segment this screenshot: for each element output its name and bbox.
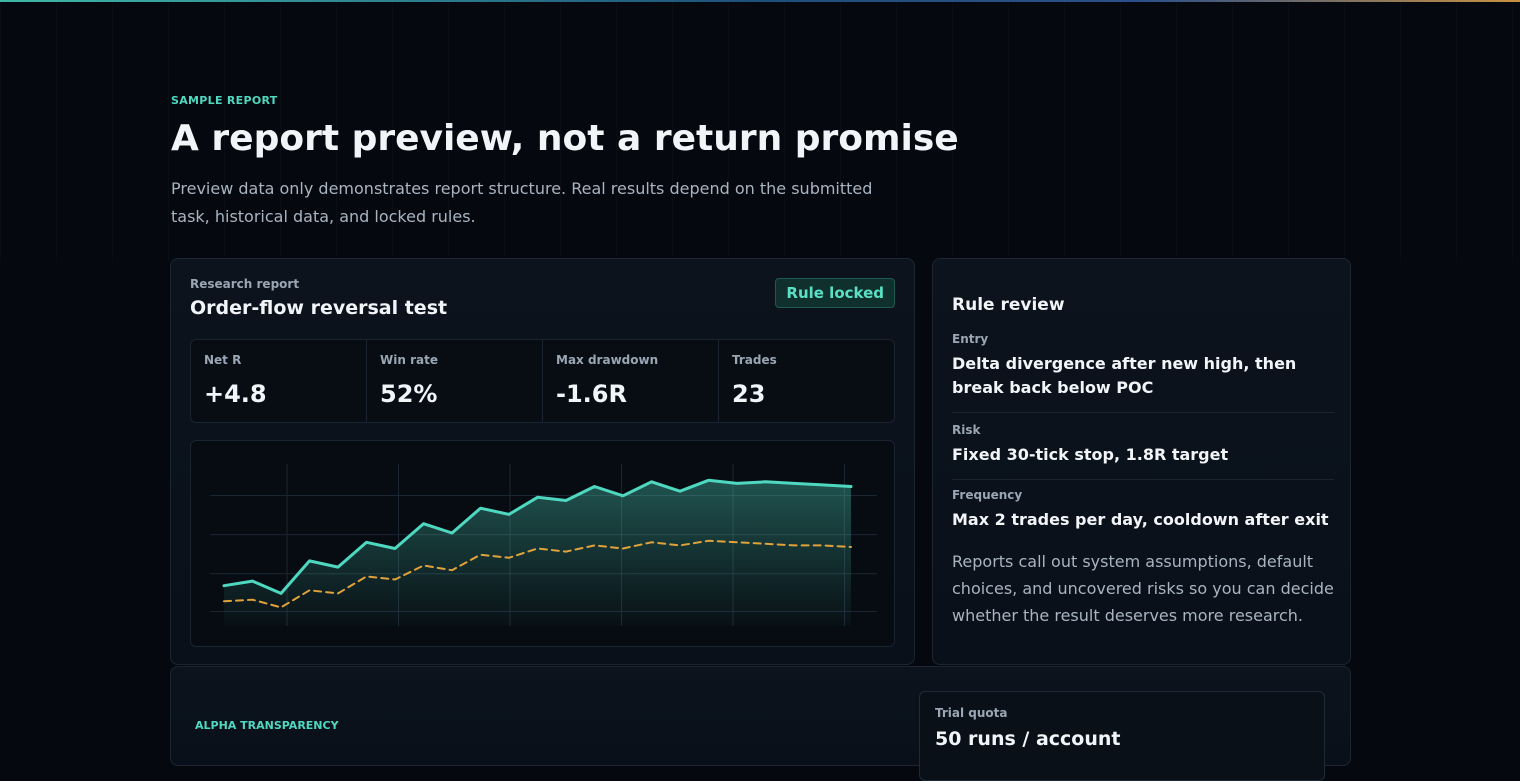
metric-max-drawdown: Max drawdown -1.6R: [543, 340, 719, 422]
rule-review-title: Rule review: [952, 295, 1065, 315]
rule-label: Entry: [952, 332, 989, 346]
metric-value: +4.8: [204, 380, 267, 408]
rule-divider: [952, 412, 1334, 413]
report-title: Order-flow reversal test: [190, 297, 448, 319]
metric-value: -1.6R: [556, 380, 627, 408]
metric-value: 23: [732, 380, 766, 408]
rule-frequency: Frequency Max 2 trades per day, cooldown…: [952, 488, 1334, 532]
metric-net-r: Net R +4.8: [191, 340, 367, 422]
section-lede: Preview data only demonstrates report st…: [171, 179, 873, 226]
metric-value: 52%: [380, 380, 438, 408]
rule-review-card: Rule review Entry Delta divergence after…: [932, 258, 1351, 665]
metrics-row: Net R +4.8 Win rate 52% Max drawdown -1.…: [190, 339, 895, 423]
report-kicker: Research report: [190, 277, 300, 291]
rule-text: Fixed 30-tick stop, 1.8R target: [952, 445, 1229, 464]
trial-quota-box: Trial quota 50 runs / account: [919, 691, 1325, 781]
rule-label: Risk: [952, 423, 981, 437]
chart-series-line-secondary: [223, 539, 852, 609]
alpha-eyebrow: ALPHA TRANSPARENCY: [195, 719, 339, 732]
metric-label: Max drawdown: [556, 353, 659, 367]
rule-risk: Risk Fixed 30-tick stop, 1.8R target: [952, 423, 1334, 467]
equity-chart: [190, 440, 895, 647]
rule-locked-badge: Rule locked: [775, 278, 895, 308]
background-grid: [0, 2, 1520, 262]
top-accent-line: [0, 0, 1520, 2]
chart-series-line-primary: [222, 478, 853, 595]
rule-divider: [952, 479, 1334, 480]
rule-label: Frequency: [952, 488, 1023, 502]
chart-series-area: [224, 480, 851, 626]
trial-quota-label: Trial quota: [935, 706, 1008, 720]
equity-chart-svg: [210, 464, 877, 626]
metric-label: Win rate: [380, 353, 438, 367]
report-card: Research report Order-flow reversal test…: [170, 258, 915, 665]
metric-win-rate: Win rate 52%: [367, 340, 543, 422]
section-eyebrow: SAMPLE REPORT: [171, 94, 278, 107]
rule-entry: Entry Delta divergence after new high, t…: [952, 332, 1334, 400]
metric-trades: Trades 23: [719, 340, 894, 422]
rule-text: Max 2 trades per day, cooldown after exi…: [952, 510, 1329, 529]
rule-text: Delta divergence after new high, then br…: [952, 354, 1297, 397]
metric-label: Trades: [732, 353, 777, 367]
trial-quota-value: 50 runs / account: [935, 728, 1121, 750]
section-headline: A report preview, not a return promise: [171, 118, 959, 159]
metric-label: Net R: [204, 353, 242, 367]
alpha-transparency-card: ALPHA TRANSPARENCY Trial quota 50 runs /…: [170, 666, 1351, 781]
rule-review-note: Reports call out system assumptions, def…: [952, 552, 1334, 625]
